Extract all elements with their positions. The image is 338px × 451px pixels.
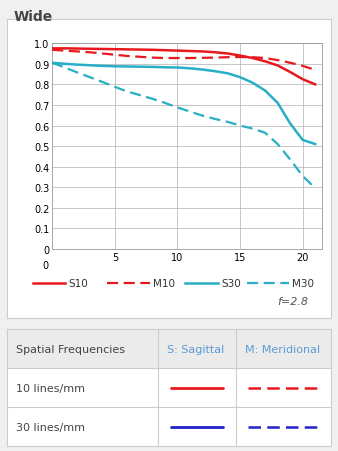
Text: f=2.8: f=2.8 xyxy=(277,296,309,306)
Text: M: Meridional: M: Meridional xyxy=(245,344,320,354)
Text: S: Sagittal: S: Sagittal xyxy=(167,344,225,354)
Text: S30: S30 xyxy=(221,279,241,289)
Text: Wide: Wide xyxy=(14,10,53,24)
Text: 10 lines/mm: 10 lines/mm xyxy=(17,383,86,393)
Text: M30: M30 xyxy=(292,279,314,289)
Text: M10: M10 xyxy=(153,279,175,289)
Text: 0: 0 xyxy=(43,261,49,271)
Bar xyxy=(7,329,331,368)
Text: S10: S10 xyxy=(68,279,88,289)
Text: 30 lines/mm: 30 lines/mm xyxy=(17,422,86,432)
Text: Spatial Frequencies: Spatial Frequencies xyxy=(17,344,125,354)
